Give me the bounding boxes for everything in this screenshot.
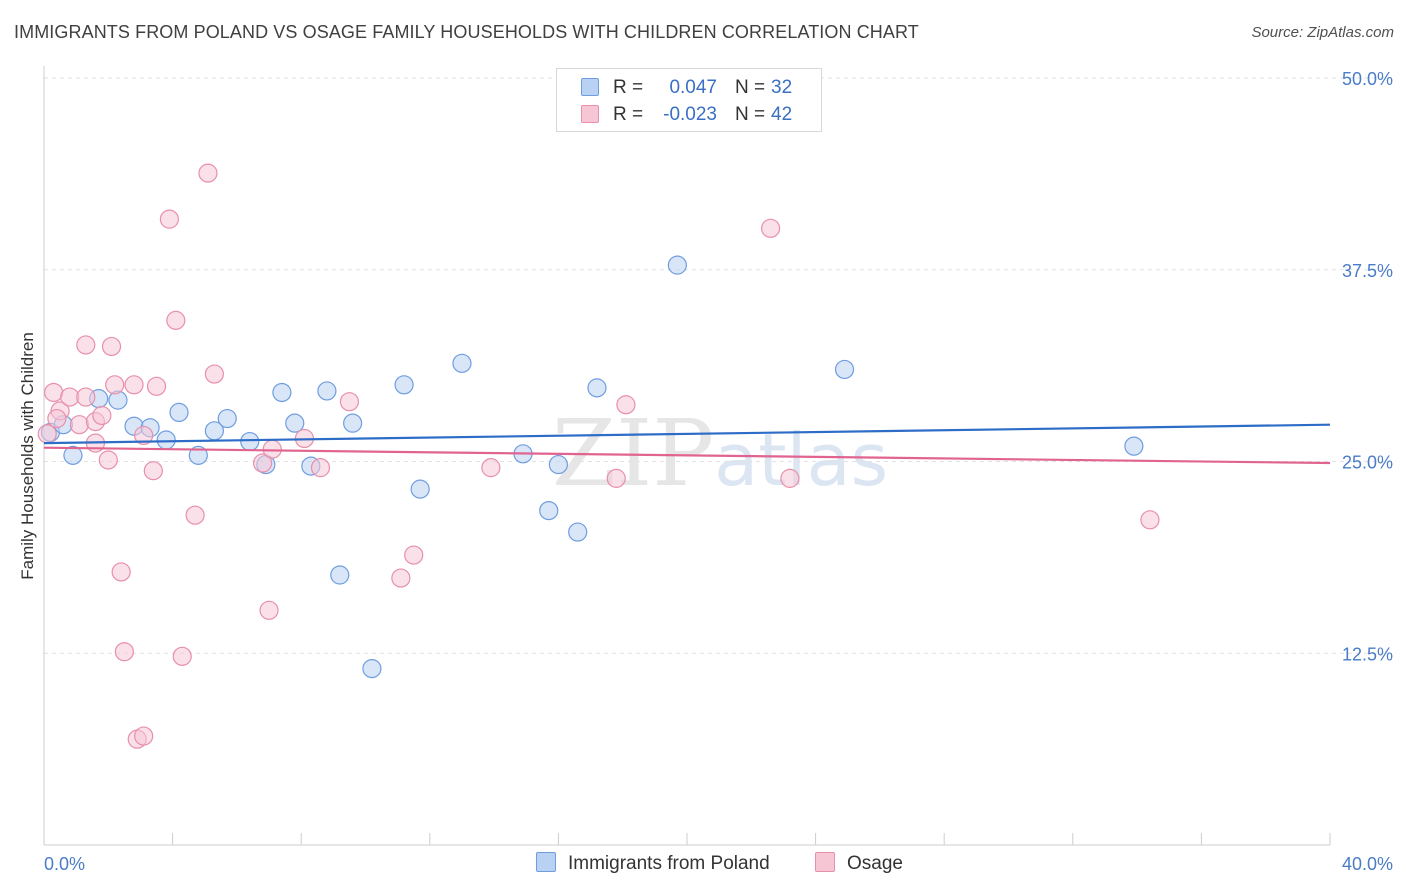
poland-n-label: N =	[735, 77, 766, 98]
poland-point	[539, 500, 559, 521]
x-tick-label-max: 40.0%	[1342, 854, 1393, 874]
poland-legend-swatch-icon	[536, 852, 556, 872]
osage-point	[259, 600, 279, 620]
osage-legend-swatch-icon	[815, 852, 835, 872]
osage-point	[391, 568, 411, 588]
poland-point	[240, 431, 260, 452]
poland-point	[452, 353, 472, 373]
osage-point	[198, 163, 218, 183]
osage-trend-line	[43, 446, 1331, 465]
osage-point	[76, 387, 96, 407]
poland-swatch-icon	[581, 78, 599, 96]
poland-point	[330, 565, 350, 585]
poland-point	[285, 413, 305, 433]
osage-point	[159, 209, 179, 229]
osage-r-value: -0.023	[663, 104, 717, 125]
legend-row-poland: R = 0.047 N = 32	[557, 75, 821, 101]
poland-point	[362, 658, 382, 679]
osage-point	[1140, 510, 1160, 530]
osage-point	[616, 395, 636, 415]
y-tick-label: 37.5%	[1342, 261, 1393, 281]
osage-point	[166, 310, 186, 330]
y-tick-label: 25.0%	[1342, 453, 1393, 473]
poland-point	[343, 413, 363, 433]
chart-title: IMMIGRANTS FROM POLAND VS OSAGE FAMILY H…	[14, 22, 919, 42]
poland-point	[317, 381, 337, 401]
osage-point	[146, 376, 167, 396]
poland-point	[834, 359, 855, 380]
osage-point	[172, 646, 192, 666]
osage-point	[47, 408, 67, 429]
osage-point	[310, 458, 331, 478]
x-tick-label-min: 0.0%	[44, 854, 85, 874]
osage-point	[404, 545, 424, 565]
osage-legend-label: Osage	[847, 853, 903, 874]
poland-trend-line	[43, 423, 1331, 445]
poland-point	[217, 408, 237, 429]
bottom-legend-poland: Immigrants from Poland	[536, 852, 770, 875]
osage-point	[606, 468, 626, 488]
poland-point	[63, 445, 83, 465]
osage-point	[105, 375, 125, 395]
osage-point	[114, 642, 134, 662]
osage-point	[339, 392, 360, 412]
osage-r-label: R =	[613, 104, 644, 125]
osage-point	[44, 382, 64, 403]
osage-point	[124, 375, 144, 395]
y-tick-label: 50.0%	[1342, 69, 1393, 89]
poland-point	[587, 378, 607, 398]
poland-point	[568, 522, 588, 542]
osage-n-value: 42	[771, 104, 793, 125]
osage-point	[760, 218, 781, 238]
osage-point	[37, 424, 57, 444]
legend-row-osage: R = -0.023 N = 42	[557, 102, 821, 128]
poland-point	[548, 454, 569, 475]
poland-r-label: R =	[613, 77, 644, 98]
poland-n-value: 32	[771, 77, 793, 98]
stats-legend: R = 0.047 N = 32 R = -0.023 N = 42	[556, 68, 822, 132]
poland-point	[410, 479, 430, 499]
osage-point	[92, 405, 112, 426]
osage-point	[76, 335, 96, 355]
osage-point	[143, 461, 163, 481]
osage-point	[69, 415, 89, 435]
poland-point	[169, 402, 189, 423]
poland-point	[394, 375, 414, 395]
osage-point	[111, 562, 131, 582]
y-tick-label: 12.5%	[1342, 644, 1393, 664]
poland-point	[156, 430, 176, 450]
osage-point	[481, 458, 501, 478]
osage-point	[134, 726, 154, 746]
osage-point	[253, 453, 273, 473]
osage-n-label: N =	[735, 104, 766, 125]
poland-point	[272, 382, 292, 403]
osage-point	[98, 450, 118, 470]
osage-point	[60, 387, 80, 407]
osage-swatch-icon	[581, 105, 599, 123]
poland-point	[188, 445, 208, 465]
osage-point	[204, 364, 224, 384]
bottom-legend-osage: Osage	[815, 852, 903, 875]
osage-point	[780, 468, 800, 488]
source-credit: Source: ZipAtlas.com	[1251, 24, 1394, 41]
poland-point	[1124, 436, 1144, 456]
osage-point	[101, 336, 122, 357]
osage-point	[134, 425, 154, 446]
poland-point	[667, 255, 687, 275]
osage-point	[185, 505, 205, 525]
osage-point	[262, 439, 282, 459]
poland-legend-label: Immigrants from Poland	[568, 853, 770, 874]
poland-r-value: 0.047	[669, 77, 717, 98]
